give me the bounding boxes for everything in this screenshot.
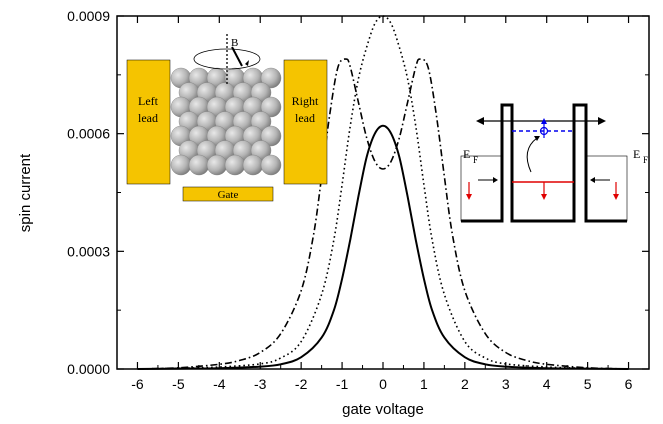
right-arrow-icon (598, 117, 606, 125)
curves (137, 15, 629, 370)
barrier-profile (461, 103, 627, 223)
excitation-arrow-icon (526, 137, 538, 173)
y-tick-label: 0.0006 (67, 126, 110, 142)
device-inset: Left lead Right lead Gate B (126, 34, 328, 202)
x-tick-label: 4 (543, 376, 551, 392)
left-lead-label-line2: lead (138, 111, 158, 125)
atom-sphere (260, 125, 282, 147)
y-axis: 0.0000 0.0003 0.0006 0.0009 (67, 8, 649, 377)
atom-sphere (260, 96, 282, 118)
nanotube-molecule (170, 67, 282, 176)
left-fermi-label: E (463, 147, 470, 161)
x-tick-label: 6 (625, 376, 633, 392)
x-tick-label: -3 (254, 376, 267, 392)
series-line-solid (137, 124, 629, 370)
y-tick-label: 0.0000 (67, 361, 110, 377)
right-lead (283, 59, 328, 185)
gate-electrode (182, 186, 274, 202)
right-lead-label-line1-text: Right (292, 94, 319, 108)
atom-sphere (242, 154, 264, 176)
x-axis-label: gate voltage (342, 401, 424, 418)
right-reservoir (585, 155, 628, 222)
x-axis: -6 -5 -4 -3 -2 -1 0 1 2 3 4 5 6 (131, 16, 633, 392)
right-fermi-subscript: F (643, 155, 648, 165)
x-tick-label: 5 (584, 376, 592, 392)
spin-down-icon (613, 194, 619, 200)
x-tick-label: -2 (295, 376, 308, 392)
left-fermi-arrow-icon (493, 177, 498, 183)
gate-label: Gate (218, 189, 239, 201)
spin-down-icon (466, 194, 472, 200)
left-lead-label-line1: Left (138, 94, 159, 108)
x-tick-label: 3 (502, 376, 510, 392)
x-tick-label: -1 (336, 376, 349, 392)
atom-sphere (170, 154, 192, 176)
y-tick-label: 0.0003 (67, 243, 110, 259)
x-tick-label: 1 (420, 376, 428, 392)
left-lead (126, 59, 171, 185)
left-fermi-subscript: F (473, 155, 478, 165)
atom-sphere (224, 154, 246, 176)
right-fermi-label: E (633, 147, 640, 161)
field-label: B (231, 37, 238, 49)
spin-arrows (466, 118, 619, 200)
series-line-dotted (137, 15, 629, 370)
x-tick-label: 2 (461, 376, 469, 392)
left-arrow-icon (476, 117, 484, 125)
atom-sphere (206, 154, 228, 176)
x-tick-label: 0 (379, 376, 387, 392)
magnetic-field-icon: B (193, 34, 261, 84)
spin-up-icon (541, 118, 547, 124)
x-tick-label: -4 (213, 376, 226, 392)
right-fermi-arrow-icon (590, 177, 595, 183)
x-tick-label: -6 (131, 376, 144, 392)
y-axis-label: spin current (17, 153, 34, 232)
y-tick-label: 0.0009 (67, 8, 110, 24)
atom-sphere (188, 154, 210, 176)
right-lead-label-line2: lead (295, 111, 315, 125)
left-reservoir (460, 155, 503, 222)
electron-icon (539, 126, 549, 136)
energy-diagram-inset: E F E F (460, 103, 648, 223)
series-line-dash-dot (137, 58, 629, 370)
spin-down-icon (541, 194, 547, 200)
x-tick-label: -5 (172, 376, 185, 392)
atom-sphere (260, 154, 282, 176)
atom-sphere (260, 67, 282, 89)
